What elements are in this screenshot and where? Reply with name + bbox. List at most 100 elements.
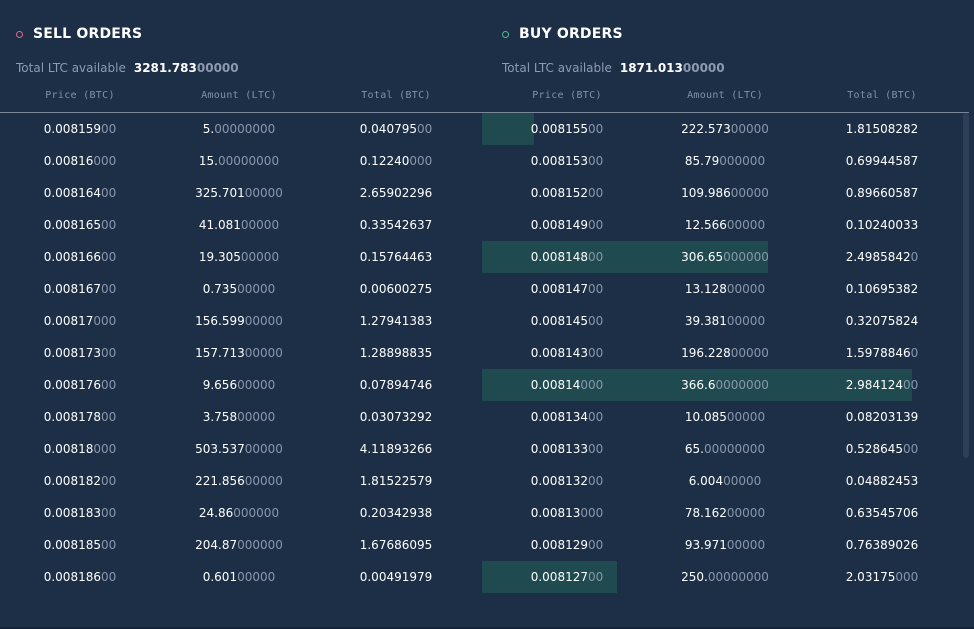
buy-amount-cell[interactable]: 366.60000000: [681, 378, 769, 392]
sell-amount-cell[interactable]: 0.60100000: [202, 570, 276, 584]
buy-col-total[interactable]: Total (BTC): [847, 90, 917, 101]
sell-orders-title: SELL ORDERS: [33, 26, 143, 42]
buy-total-cell[interactable]: 0.04882453: [845, 474, 919, 488]
buy-orders-header: BUY ORDERS: [502, 26, 623, 42]
sell-amount-cell[interactable]: 0.73500000: [202, 282, 276, 296]
sell-col-price[interactable]: Price (BTC): [45, 90, 115, 101]
sell-price-cell[interactable]: 0.00818000: [43, 442, 117, 456]
buy-price-cell[interactable]: 0.00813200: [530, 474, 604, 488]
sell-amount-cell[interactable]: 156.59900000: [195, 314, 283, 328]
buy-price-cell[interactable]: 0.00812900: [530, 538, 604, 552]
sell-total-cell[interactable]: 1.81522579: [359, 474, 433, 488]
sell-total-cell[interactable]: 0.04079500: [359, 122, 433, 136]
buy-price-cell[interactable]: 0.00815500: [530, 122, 604, 136]
buy-price-cell[interactable]: 0.00814700: [530, 282, 604, 296]
buy-amount-cell[interactable]: 39.38100000: [684, 314, 766, 328]
sell-amount-cell[interactable]: 15.00000000: [198, 154, 280, 168]
buy-amount-cell[interactable]: 13.12800000: [684, 282, 766, 296]
buy-amount-cell[interactable]: 222.57300000: [681, 122, 769, 136]
sell-total-cell[interactable]: 0.00491979: [359, 570, 433, 584]
buy-price-cell[interactable]: 0.00813400: [530, 410, 604, 424]
sell-col-total[interactable]: Total (BTC): [361, 90, 431, 101]
buy-price-cell[interactable]: 0.00813300: [530, 442, 604, 456]
sell-total-cell[interactable]: 0.07894746: [359, 378, 433, 392]
sell-total-cell[interactable]: 0.20342938: [359, 506, 433, 520]
buy-price-cell[interactable]: 0.00814800: [530, 250, 604, 264]
sell-total-cell[interactable]: 0.03073292: [359, 410, 433, 424]
buy-total-cell[interactable]: 0.76389026: [845, 538, 919, 552]
buy-total-cell[interactable]: 0.32075824: [845, 314, 919, 328]
buy-price-cell[interactable]: 0.00815200: [530, 186, 604, 200]
sell-price-cell[interactable]: 0.00817000: [43, 314, 117, 328]
buy-price-cell[interactable]: 0.00814300: [530, 346, 604, 360]
sell-total-cell[interactable]: 0.33542637: [359, 218, 433, 232]
sell-total-cell[interactable]: 1.27941383: [359, 314, 433, 328]
buy-amount-cell[interactable]: 250.00000000: [681, 570, 769, 584]
buy-total-cell[interactable]: 0.69944587: [845, 154, 919, 168]
sell-total-cell[interactable]: 1.28898835: [359, 346, 433, 360]
sell-amount-cell[interactable]: 204.87000000: [195, 538, 283, 552]
buy-total-cell[interactable]: 0.10240033: [845, 218, 919, 232]
sell-price-cell[interactable]: 0.00816500: [43, 218, 117, 232]
buy-amount-cell[interactable]: 10.08500000: [684, 410, 766, 424]
buy-price-cell[interactable]: 0.00814000: [530, 378, 604, 392]
sell-price-cell[interactable]: 0.00816600: [43, 250, 117, 264]
buy-price-cell[interactable]: 0.00815300: [530, 154, 604, 168]
buy-price-cell[interactable]: 0.00813000: [530, 506, 604, 520]
sell-total-cell[interactable]: 4.11893266: [359, 442, 433, 456]
sell-amount-cell[interactable]: 503.53700000: [195, 442, 283, 456]
buy-total-cell[interactable]: 1.81508282: [845, 122, 919, 136]
buy-price-cell[interactable]: 0.00812700: [530, 570, 604, 584]
buy-amount-cell[interactable]: 93.97100000: [684, 538, 766, 552]
buy-price-cell[interactable]: 0.00814900: [530, 218, 604, 232]
buy-total-cell[interactable]: 0.63545706: [845, 506, 919, 520]
sell-total-cell[interactable]: 2.65902296: [359, 186, 433, 200]
buy-total-cell[interactable]: 0.52864500: [845, 442, 919, 456]
sell-total-cell[interactable]: 0.12240000: [359, 154, 433, 168]
sell-price-cell[interactable]: 0.00816400: [43, 186, 117, 200]
buy-orders-title: BUY ORDERS: [519, 26, 623, 42]
sell-price-cell[interactable]: 0.00815900: [43, 122, 117, 136]
buy-total-cell[interactable]: 0.08203139: [845, 410, 919, 424]
sell-amount-cell[interactable]: 325.70100000: [195, 186, 283, 200]
sell-total-cell[interactable]: 1.67686095: [359, 538, 433, 552]
sell-amount-cell[interactable]: 41.08100000: [198, 218, 280, 232]
sell-amount-cell[interactable]: 24.86000000: [198, 506, 280, 520]
sell-price-cell[interactable]: 0.00816000: [43, 154, 117, 168]
sell-price-cell[interactable]: 0.00816700: [43, 282, 117, 296]
buy-col-price[interactable]: Price (BTC): [532, 90, 602, 101]
sell-amount-cell[interactable]: 221.85600000: [195, 474, 283, 488]
sell-price-cell[interactable]: 0.00817600: [43, 378, 117, 392]
sell-amount-cell[interactable]: 19.30500000: [198, 250, 280, 264]
buy-amount-cell[interactable]: 12.56600000: [684, 218, 766, 232]
sell-price-cell[interactable]: 0.00818500: [43, 538, 117, 552]
buy-total-cell[interactable]: 1.59788460: [845, 346, 919, 360]
buy-price-cell[interactable]: 0.00814500: [530, 314, 604, 328]
sell-price-cell[interactable]: 0.00818300: [43, 506, 117, 520]
sell-total-cell[interactable]: 0.15764463: [359, 250, 433, 264]
buy-total-cell[interactable]: 0.89660587: [845, 186, 919, 200]
sell-amount-cell[interactable]: 157.71300000: [195, 346, 283, 360]
sell-total-cell[interactable]: 0.00600275: [359, 282, 433, 296]
buy-total-cell[interactable]: 2.03175000: [845, 570, 919, 584]
sell-amount-cell[interactable]: 3.75800000: [202, 410, 276, 424]
buy-amount-cell[interactable]: 109.98600000: [681, 186, 769, 200]
buy-amount-cell[interactable]: 196.22800000: [681, 346, 769, 360]
scrollbar[interactable]: [963, 113, 969, 458]
sell-price-cell[interactable]: 0.00817800: [43, 410, 117, 424]
buy-total-cell[interactable]: 2.49858420: [845, 250, 919, 264]
buy-amount-cell[interactable]: 78.16200000: [684, 506, 766, 520]
sell-col-amount[interactable]: Amount (LTC): [201, 90, 277, 101]
sell-price-cell[interactable]: 0.00818200: [43, 474, 117, 488]
buy-amount-cell[interactable]: 306.65000000: [681, 250, 769, 264]
buy-amount-cell[interactable]: 85.79000000: [684, 154, 766, 168]
buy-total-cell[interactable]: 2.98412400: [845, 378, 919, 392]
buy-total-cell[interactable]: 0.10695382: [845, 282, 919, 296]
buy-amount-cell[interactable]: 6.00400000: [688, 474, 762, 488]
sell-amount-cell[interactable]: 5.00000000: [202, 122, 276, 136]
sell-price-cell[interactable]: 0.00818600: [43, 570, 117, 584]
buy-amount-cell[interactable]: 65.00000000: [684, 442, 766, 456]
sell-price-cell[interactable]: 0.00817300: [43, 346, 117, 360]
buy-col-amount[interactable]: Amount (LTC): [687, 90, 763, 101]
sell-amount-cell[interactable]: 9.65600000: [202, 378, 276, 392]
